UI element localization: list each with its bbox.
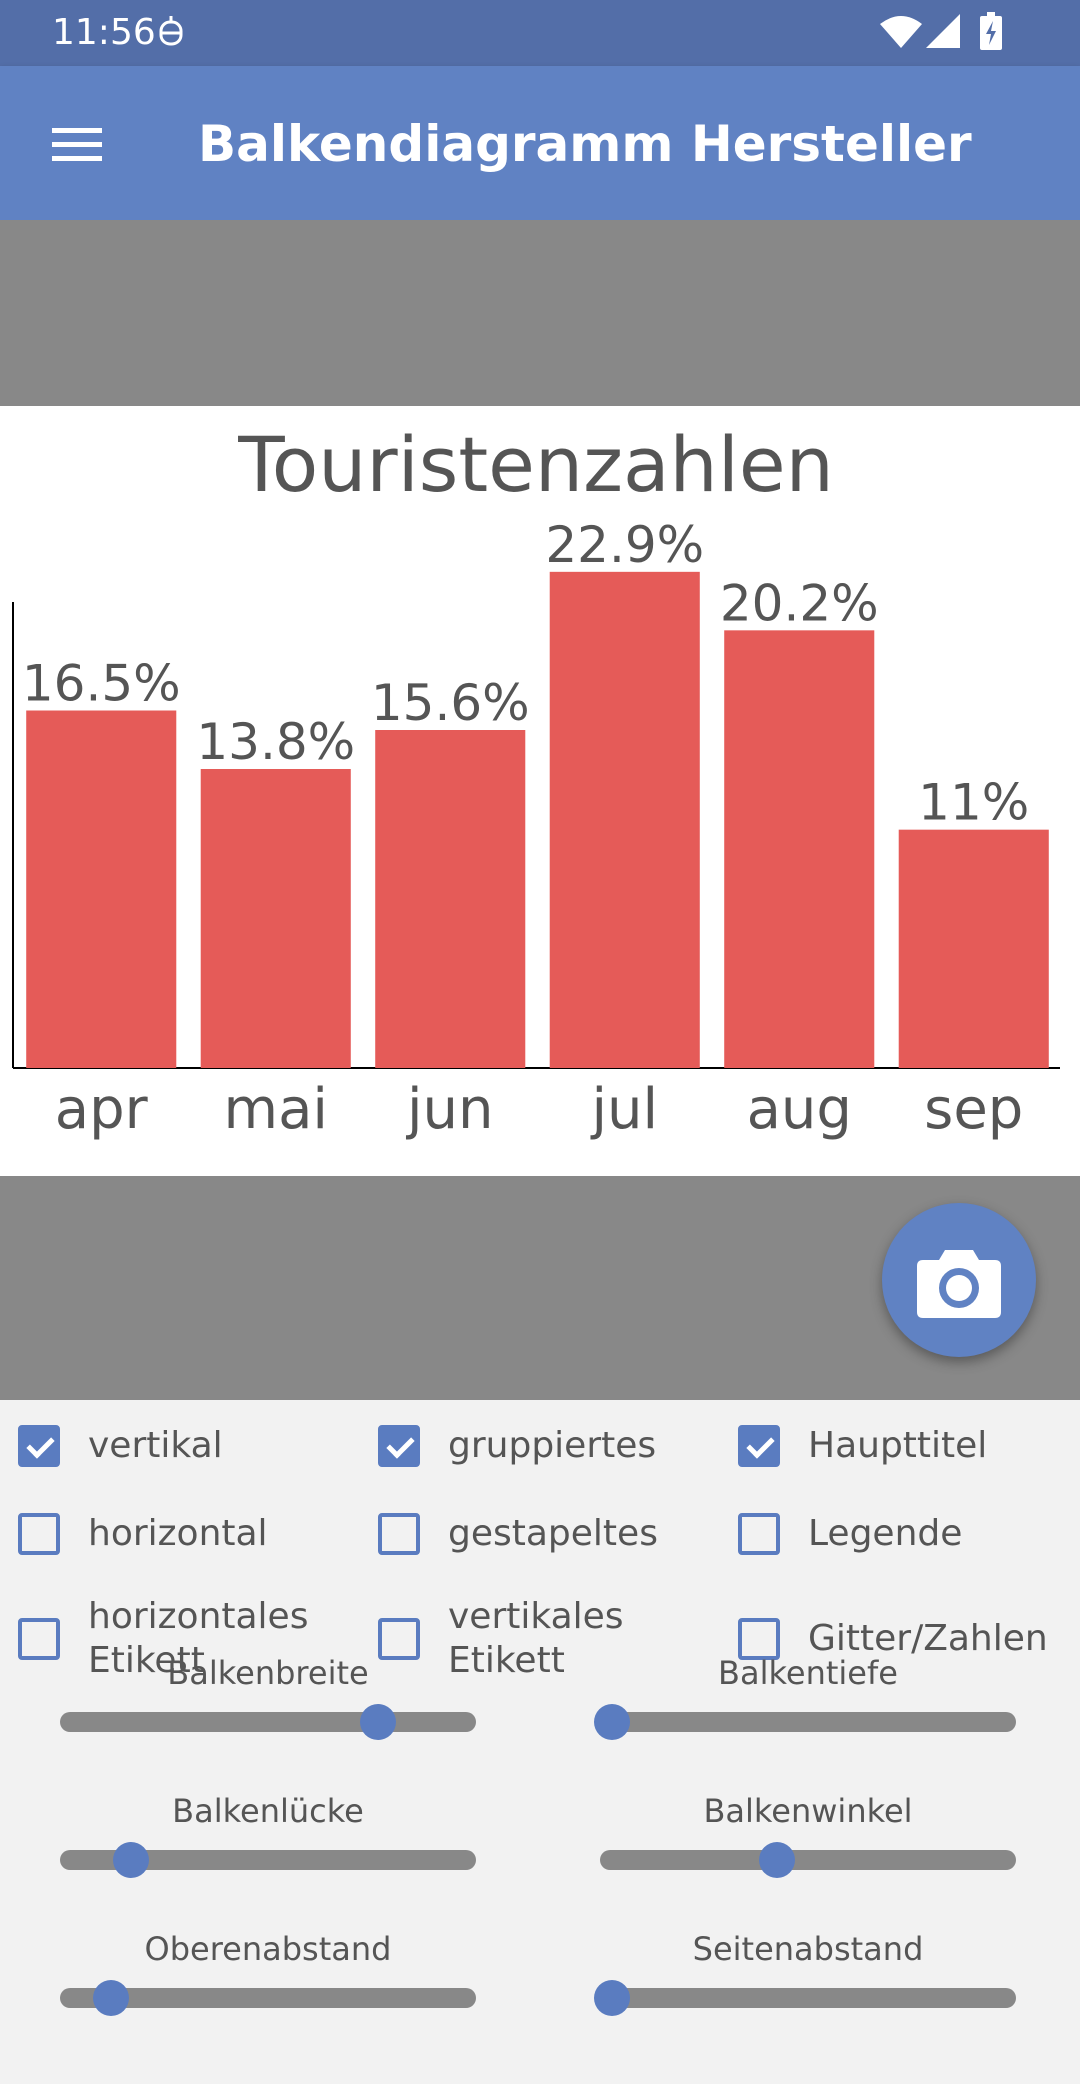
slider-label-seitenabstand: Seitenabstand xyxy=(692,1930,924,1968)
data-label-aug: 20.2% xyxy=(720,574,879,632)
checkbox-horizontal[interactable]: horizontal xyxy=(18,1508,268,1560)
slider-thumb[interactable] xyxy=(758,1842,795,1878)
bar-jul xyxy=(549,571,700,1068)
checkbox-vertikal[interactable]: vertikal xyxy=(18,1420,223,1472)
slider-balkentiefe[interactable] xyxy=(594,1704,1016,1740)
checkbox-label: horizontales Etikett xyxy=(88,1596,309,1681)
battery-charging-icon xyxy=(980,12,1002,55)
checkbox-label: Haupttitel xyxy=(808,1425,988,1466)
tick-label-apr: apr xyxy=(55,1077,149,1142)
slider-thumb[interactable] xyxy=(594,1980,630,2016)
slider-label-balkenbreite: Balkenbreite xyxy=(167,1654,369,1692)
data-label-apr: 16.5% xyxy=(22,655,181,713)
slider-thumb[interactable] xyxy=(594,1704,630,1740)
bar-mai xyxy=(200,769,351,1068)
data-label-sep: 11% xyxy=(918,774,1029,832)
checkbox-checked-icon[interactable] xyxy=(738,1425,780,1467)
checkbox-label: vertikal xyxy=(88,1425,223,1466)
checkbox-unchecked-icon[interactable] xyxy=(18,1513,60,1555)
checkbox-gruppiertes[interactable]: gruppiertes xyxy=(378,1420,656,1472)
checkbox-gitter-zahlen[interactable]: Gitter/Zahlen xyxy=(738,1594,1048,1684)
status-time: 11:56 xyxy=(52,12,156,53)
controls-panel: vertikal gruppiertes Haupttitel horizontal g… xyxy=(0,1400,1080,2084)
checkbox-label: gestapeltes xyxy=(448,1513,658,1554)
notification-icon xyxy=(156,14,186,55)
camera-icon xyxy=(917,1250,1001,1318)
bar-chart-panel: Touristenzahlen 16.5% apr 13.8% mai 15.6% jun 2… xyxy=(0,406,1080,1176)
slider-seitenabstand[interactable] xyxy=(594,1980,1016,2016)
checkbox-unchecked-icon[interactable] xyxy=(738,1513,780,1555)
bar-chart: Touristenzahlen 16.5% apr 13.8% mai 15.6% jun 2… xyxy=(12,420,1060,1142)
tick-label-jun: jun xyxy=(405,1077,494,1142)
checkbox-checked-icon[interactable] xyxy=(18,1425,60,1467)
checkbox-vertikales-etikett[interactable]: vertikales Etikett xyxy=(378,1594,624,1684)
checkbox-gestapeltes[interactable]: gestapeltes xyxy=(378,1508,658,1560)
checkbox-label: Legende xyxy=(808,1513,963,1554)
bar-sep xyxy=(898,829,1049,1068)
checkbox-unchecked-icon[interactable] xyxy=(378,1618,420,1660)
app-title: Balkendiagramm Hersteller xyxy=(198,115,972,173)
top-gray-panel xyxy=(0,220,1080,406)
chart-title: Touristenzahlen xyxy=(237,420,834,509)
tick-label-jul: jul xyxy=(589,1077,658,1142)
data-label-mai: 13.8% xyxy=(196,713,355,771)
bar-jun xyxy=(375,730,526,1068)
slider-thumb[interactable] xyxy=(93,1980,130,2016)
hamburger-menu-icon[interactable] xyxy=(40,114,114,174)
bar-apr xyxy=(26,710,177,1068)
data-label-jun: 15.6% xyxy=(371,674,530,732)
slider-label-balkenwinkel: Balkenwinkel xyxy=(703,1792,913,1830)
slider-balkenbreite[interactable] xyxy=(60,1704,476,1740)
checkbox-label: Gitter/Zahlen xyxy=(808,1618,1048,1659)
checkbox-horizontales-etikett[interactable]: horizontales Etikett xyxy=(18,1594,308,1684)
camera-button[interactable] xyxy=(882,1203,1036,1357)
slider-label-balkenluecke: Balkenlücke xyxy=(172,1792,364,1830)
status-bar: 11:56 xyxy=(0,0,1080,66)
data-label-jul: 22.9% xyxy=(545,516,704,574)
signal-icon xyxy=(926,14,960,53)
tick-label-mai: mai xyxy=(224,1077,328,1142)
checkbox-label: horizontal xyxy=(88,1513,268,1554)
tick-label-aug: aug xyxy=(747,1077,852,1142)
slider-oberenabstand[interactable] xyxy=(60,1980,476,2016)
checkbox-unchecked-icon[interactable] xyxy=(738,1618,780,1660)
checkbox-unchecked-icon[interactable] xyxy=(18,1618,60,1660)
slider-thumb[interactable] xyxy=(112,1842,149,1878)
slider-label-balkentiefe: Balkentiefe xyxy=(718,1654,898,1692)
slider-balkenwinkel[interactable] xyxy=(600,1842,1016,1878)
checkbox-label: gruppiertes xyxy=(448,1425,657,1466)
tick-label-sep: sep xyxy=(924,1077,1023,1142)
slider-balkenluecke[interactable] xyxy=(60,1842,476,1878)
bar-aug xyxy=(724,630,875,1068)
checkbox-label: vertikales Etikett xyxy=(448,1596,624,1681)
checkbox-unchecked-icon[interactable] xyxy=(378,1513,420,1555)
slider-label-oberenabstand: Oberenabstand xyxy=(144,1930,392,1968)
slider-thumb[interactable] xyxy=(359,1704,396,1740)
app-bar: Balkendiagramm Hersteller xyxy=(0,66,1080,220)
wifi-icon xyxy=(880,16,922,53)
checkbox-haupttitel[interactable]: Haupttitel xyxy=(738,1420,987,1472)
checkbox-legende[interactable]: Legende xyxy=(738,1508,962,1560)
checkbox-checked-icon[interactable] xyxy=(378,1425,420,1467)
